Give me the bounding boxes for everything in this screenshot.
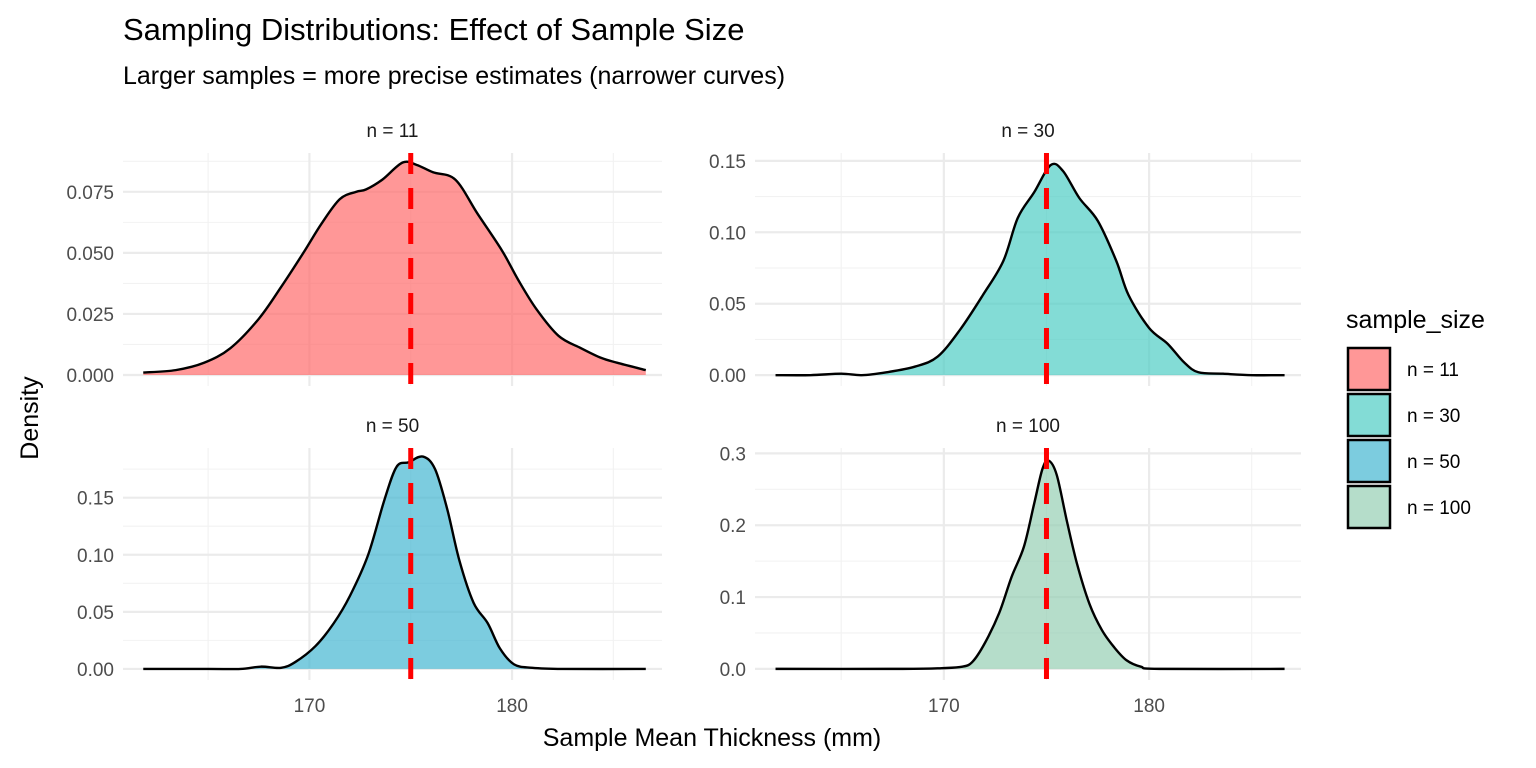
legend-key-swatch: [1346, 392, 1392, 438]
y-tick-label: 0.05: [709, 295, 746, 316]
facet-panel: n = 30 0.00 0.05 0.10 0.15: [709, 121, 1301, 387]
facet-strip-label: n = 30: [1001, 121, 1054, 142]
facet-panel: n = 11 0.000 0.025 0.050 0.075: [66, 121, 662, 387]
y-tick-label: 0.05: [77, 603, 114, 624]
y-tick-label: 0.10: [77, 546, 114, 567]
y-tick-label: 0.025: [66, 305, 114, 326]
legend-label: n = 30: [1407, 406, 1460, 427]
y-tick-label: 0.050: [66, 244, 114, 265]
y-tick-label: 0.10: [709, 223, 746, 244]
legend-label: n = 50: [1407, 452, 1460, 473]
legend-label: n = 11: [1407, 360, 1459, 381]
facet-panel: n = 50 0.00 0.05 0.10 0.15 170 180: [77, 416, 662, 717]
legend-item: n = 30: [1346, 392, 1460, 438]
y-tick-label: 0.000: [66, 366, 114, 387]
density-area: [775, 460, 1285, 670]
y-tick-label: 0.075: [66, 183, 114, 204]
facet-strip-label: n = 11: [367, 121, 419, 142]
legend-key-swatch: [1346, 484, 1392, 530]
x-tick-label: 170: [294, 696, 326, 717]
facet-panel: n = 100 0.0 0.1 0.2 0.3 170 180: [720, 416, 1301, 717]
legend-item: n = 11: [1346, 346, 1459, 392]
facet-panels: n = 11 0.000 0.025 0.050 0.075 n = 30 0.00 0.05…: [66, 121, 1301, 717]
y-tick-label: 0.0: [720, 660, 746, 681]
legend-key-swatch: [1346, 346, 1392, 392]
y-axis-title: Density: [16, 376, 44, 460]
y-tick-label: 0.00: [77, 660, 114, 681]
chart-subtitle: Larger samples = more precise estimates …: [123, 62, 785, 90]
facet-strip-label: n = 100: [996, 416, 1060, 437]
y-tick-label: 0.15: [77, 489, 114, 510]
chart-title: Sampling Distributions: Effect of Sample…: [123, 12, 744, 47]
y-tick-label: 0.00: [709, 366, 746, 387]
legend-item: n = 100: [1346, 484, 1471, 530]
x-tick-label: 180: [496, 696, 528, 717]
y-tick-label: 0.1: [720, 588, 746, 609]
legend-item: n = 50: [1346, 438, 1460, 484]
legend-key-swatch: [1346, 438, 1392, 484]
x-tick-label: 170: [928, 696, 960, 717]
legend-title: sample_size: [1346, 306, 1485, 334]
density-area: [143, 456, 646, 670]
facet-strip-label: n = 50: [366, 416, 419, 437]
y-tick-label: 0.2: [720, 516, 746, 537]
y-tick-label: 0.15: [709, 152, 746, 173]
y-tick-label: 0.3: [720, 444, 746, 465]
density-curve: [775, 162, 1285, 377]
legend: sample_size n = 11 n = 30 n = 50 n = 100: [1346, 306, 1485, 530]
density-area: [775, 163, 1285, 376]
legend-label: n = 100: [1407, 498, 1471, 519]
density-area: [143, 161, 646, 376]
density-curve: [143, 160, 647, 374]
x-tick-label: 180: [1133, 696, 1165, 717]
x-axis-title: Sample Mean Thickness (mm): [543, 724, 882, 752]
density-curve: [143, 455, 646, 671]
